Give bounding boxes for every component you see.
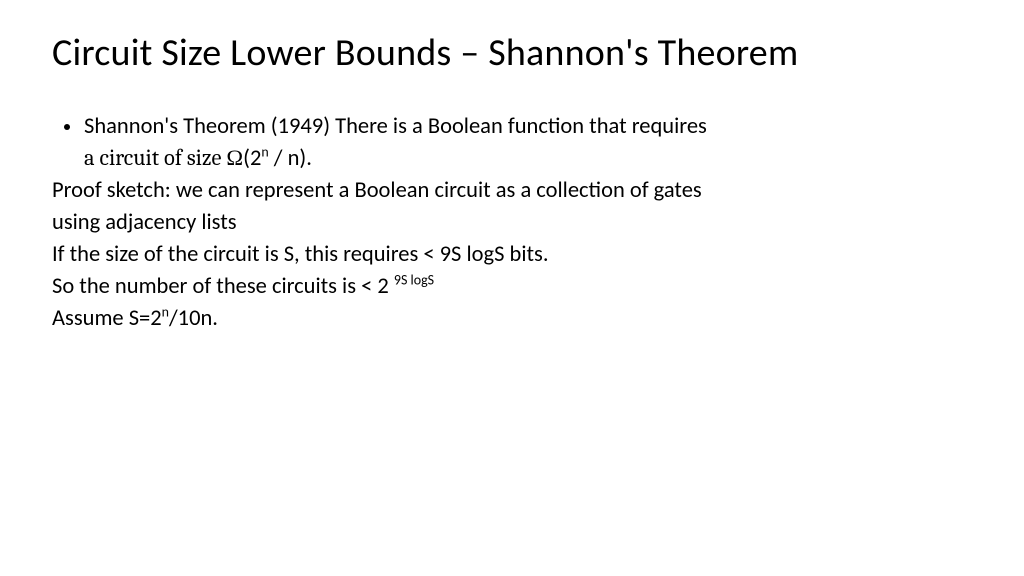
omega-symbol: Ω <box>226 145 243 171</box>
proof-line-2: using adjacency lists <box>52 208 972 238</box>
proof5-prefix: Assume S=2 <box>52 305 162 332</box>
proof-line-4: So the number of these circuits is < 2 9… <box>52 272 972 302</box>
exponent-n: n <box>261 143 268 160</box>
proof4-prefix: So the number of these circuits is < 2 <box>52 273 394 300</box>
slide-body: Shannon's Theorem (1949) There is a Bool… <box>52 112 972 333</box>
slide-container: Circuit Size Lower Bounds – Shannon's Th… <box>0 0 1024 576</box>
proof4-exponent: 9S logS <box>394 271 434 288</box>
bullet-line-2: a circuit of size Ω(2n / n). <box>84 144 972 174</box>
proof-line-5: Assume S=2n/10n. <box>52 304 972 334</box>
bullet-dot-icon <box>64 124 70 130</box>
bullet-line-1: Shannon's Theorem (1949) There is a Bool… <box>84 112 972 142</box>
proof-line-1: Proof sketch: we can represent a Boolean… <box>52 176 972 206</box>
proof5-rest: /10n. <box>169 305 218 332</box>
proof-line-3: If the size of the circuit is S, this re… <box>52 240 972 270</box>
serif-prefix: a circuit of size <box>84 145 226 171</box>
open-paren: (2 <box>243 145 261 172</box>
proof5-exponent: n <box>162 303 169 320</box>
slide-title: Circuit Size Lower Bounds – Shannon's Th… <box>52 30 972 76</box>
line2-rest: / n). <box>269 145 312 172</box>
bullet-item: Shannon's Theorem (1949) There is a Bool… <box>52 112 972 142</box>
